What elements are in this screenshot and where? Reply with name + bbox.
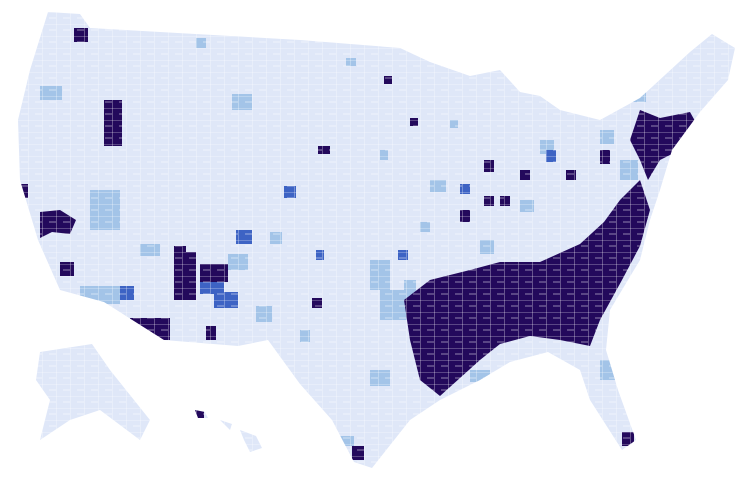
page: (() => { const data = JSON.parse(documen… xyxy=(18,12,735,468)
county-map xyxy=(18,12,735,468)
land xyxy=(18,12,735,468)
county-borders xyxy=(18,12,735,468)
